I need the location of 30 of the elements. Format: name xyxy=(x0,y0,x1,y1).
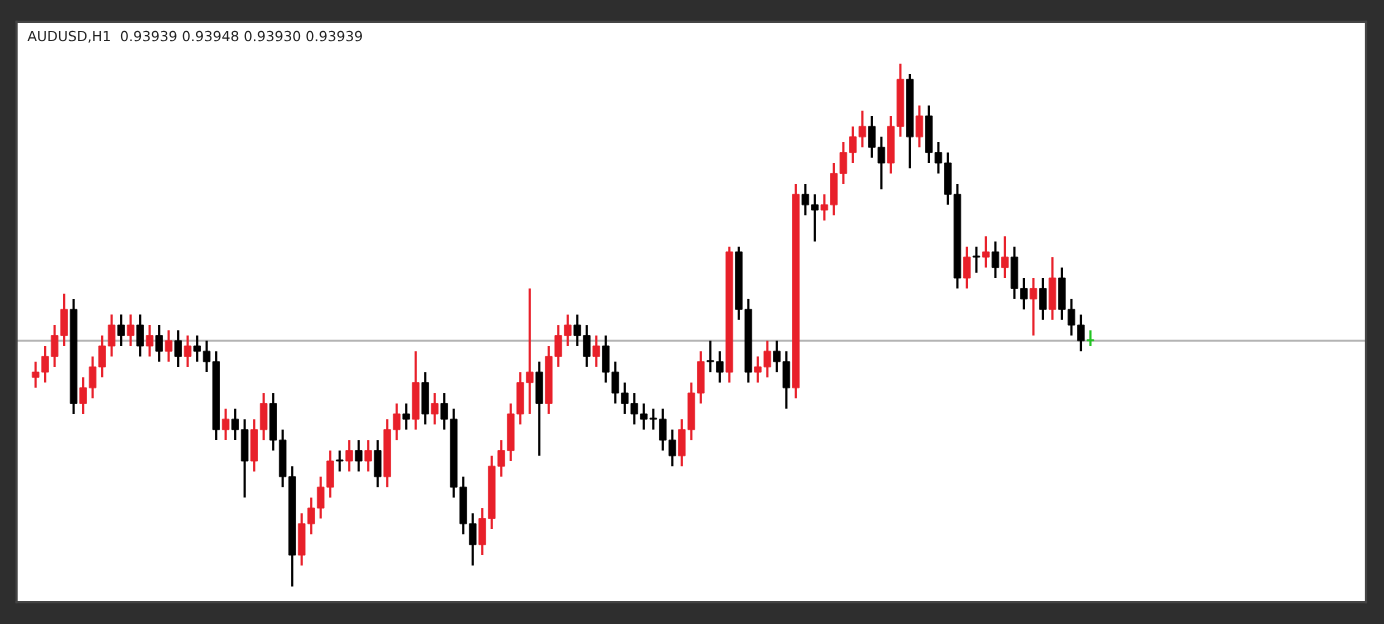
candlestick xyxy=(126,313,135,348)
candlestick xyxy=(1029,276,1038,337)
candlestick xyxy=(335,449,344,473)
candlestick xyxy=(991,240,1000,280)
candlestick xyxy=(1048,255,1057,321)
candlestick xyxy=(1086,329,1095,348)
candlestick xyxy=(915,104,924,149)
candlestick xyxy=(430,391,439,426)
candlestick xyxy=(117,313,125,348)
candlestick xyxy=(345,438,353,473)
candlestick xyxy=(174,329,182,369)
candlestick xyxy=(136,313,144,358)
candlestick xyxy=(364,438,372,473)
candlestick xyxy=(402,402,410,431)
candlestick xyxy=(155,323,163,363)
candlestick xyxy=(982,235,990,269)
candlestick xyxy=(183,334,192,369)
candlestick xyxy=(963,245,971,290)
candlestick xyxy=(411,350,420,431)
candlestick xyxy=(145,323,154,358)
candlestick xyxy=(1001,235,1009,280)
candlestick xyxy=(592,334,601,369)
candlestick xyxy=(221,407,230,442)
candlestick xyxy=(535,360,544,457)
candlestick xyxy=(1039,276,1047,321)
candlestick xyxy=(972,245,981,274)
candlestick xyxy=(421,371,429,426)
candlestick xyxy=(164,329,173,363)
candlestick xyxy=(373,438,382,489)
candlestick xyxy=(354,438,363,473)
